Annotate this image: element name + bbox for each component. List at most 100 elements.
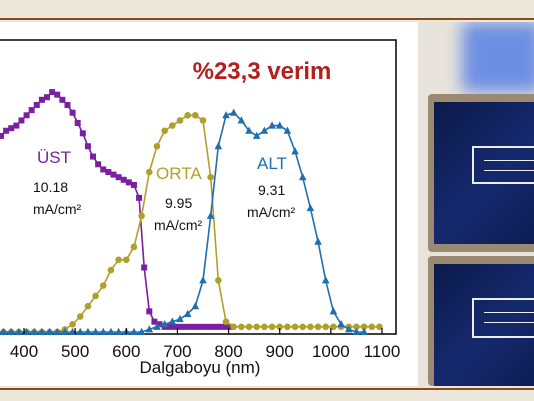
data-point <box>187 323 194 330</box>
series-üst <box>0 89 235 330</box>
series-unit-orta: mA/cm² <box>154 217 203 233</box>
data-point <box>299 323 307 331</box>
data-point <box>92 292 99 300</box>
data-point <box>38 96 45 103</box>
data-point <box>91 327 100 335</box>
chart-panel: 400 500 600 700 800 900 1000 1100 %23,3 verim D… <box>0 22 418 386</box>
data-point <box>329 307 338 315</box>
data-point <box>33 101 40 108</box>
data-point <box>28 107 35 114</box>
data-point <box>13 122 20 129</box>
data-point <box>99 282 107 289</box>
data-point <box>207 323 214 330</box>
series-current-orta: 9.95 <box>165 195 192 211</box>
data-point <box>169 122 176 129</box>
data-point <box>168 317 177 325</box>
sky-blur <box>462 22 534 92</box>
data-point <box>253 323 260 331</box>
x-tick-label: 800 <box>214 342 242 361</box>
data-point <box>79 130 86 137</box>
data-point <box>260 126 269 134</box>
data-point <box>307 323 314 331</box>
data-point <box>166 323 173 330</box>
data-point <box>202 323 209 330</box>
data-point <box>314 323 322 331</box>
data-point <box>84 143 91 150</box>
series-label-orta: ORTA <box>156 164 202 183</box>
data-point <box>191 302 200 310</box>
data-point <box>146 168 153 176</box>
data-point <box>120 176 127 183</box>
data-point <box>76 313 84 320</box>
data-point <box>214 142 223 150</box>
data-point <box>23 112 30 119</box>
data-point <box>125 179 132 186</box>
data-point <box>268 121 276 129</box>
data-point <box>136 194 143 201</box>
data-point <box>18 117 25 124</box>
data-point <box>160 320 169 328</box>
data-point <box>105 169 112 176</box>
x-tick-label: 1000 <box>312 342 350 361</box>
data-point <box>306 203 315 212</box>
data-point <box>360 327 368 335</box>
data-point <box>268 323 276 331</box>
x-tick-label: 1100 <box>364 342 401 361</box>
data-point <box>84 302 92 310</box>
data-point <box>153 322 161 330</box>
plot-area <box>0 39 397 335</box>
data-point <box>49 89 56 96</box>
data-point <box>176 323 183 330</box>
data-point <box>206 211 215 219</box>
data-point <box>68 327 77 335</box>
data-point <box>222 111 230 119</box>
lower-solar-cell <box>434 264 534 386</box>
data-point <box>183 309 192 317</box>
data-point <box>291 323 299 331</box>
data-point <box>352 327 361 335</box>
x-tick-label: 900 <box>266 342 294 361</box>
data-point <box>223 323 230 330</box>
series-current-ust: 10.18 <box>33 179 68 195</box>
data-point <box>230 323 237 331</box>
data-point <box>222 318 230 325</box>
data-point <box>3 127 10 134</box>
data-point <box>76 327 85 335</box>
data-point <box>44 94 51 101</box>
data-point <box>74 120 81 127</box>
data-point <box>237 116 246 124</box>
data-point <box>138 212 145 220</box>
data-point <box>360 323 368 331</box>
data-point <box>30 327 39 335</box>
data-point <box>38 327 46 335</box>
x-axis-label: Dalgaboyu (nm) <box>140 358 261 377</box>
data-point <box>284 323 291 331</box>
data-point <box>69 320 76 328</box>
data-point <box>84 327 92 335</box>
data-point <box>322 323 330 331</box>
data-point <box>161 127 168 135</box>
data-point <box>45 327 54 335</box>
data-point <box>146 308 153 315</box>
data-point <box>15 327 23 335</box>
lower-cell-frame <box>428 256 534 386</box>
data-point <box>197 323 204 330</box>
data-point <box>212 323 219 330</box>
data-point <box>229 108 238 116</box>
solar-cell-photo <box>418 22 534 386</box>
data-point <box>283 126 292 134</box>
data-point <box>353 323 360 331</box>
data-point <box>376 323 383 331</box>
x-tick-label: 600 <box>112 342 140 361</box>
data-point <box>90 153 97 160</box>
data-point <box>130 327 138 335</box>
data-point <box>321 276 330 284</box>
series-label-alt: ALT <box>257 154 287 173</box>
data-point <box>337 320 345 328</box>
data-point <box>61 327 69 335</box>
data-point <box>171 323 178 330</box>
data-point <box>261 323 268 331</box>
data-point <box>238 323 245 331</box>
series-unit-alt: mA/cm² <box>247 204 296 220</box>
data-point <box>8 125 15 132</box>
